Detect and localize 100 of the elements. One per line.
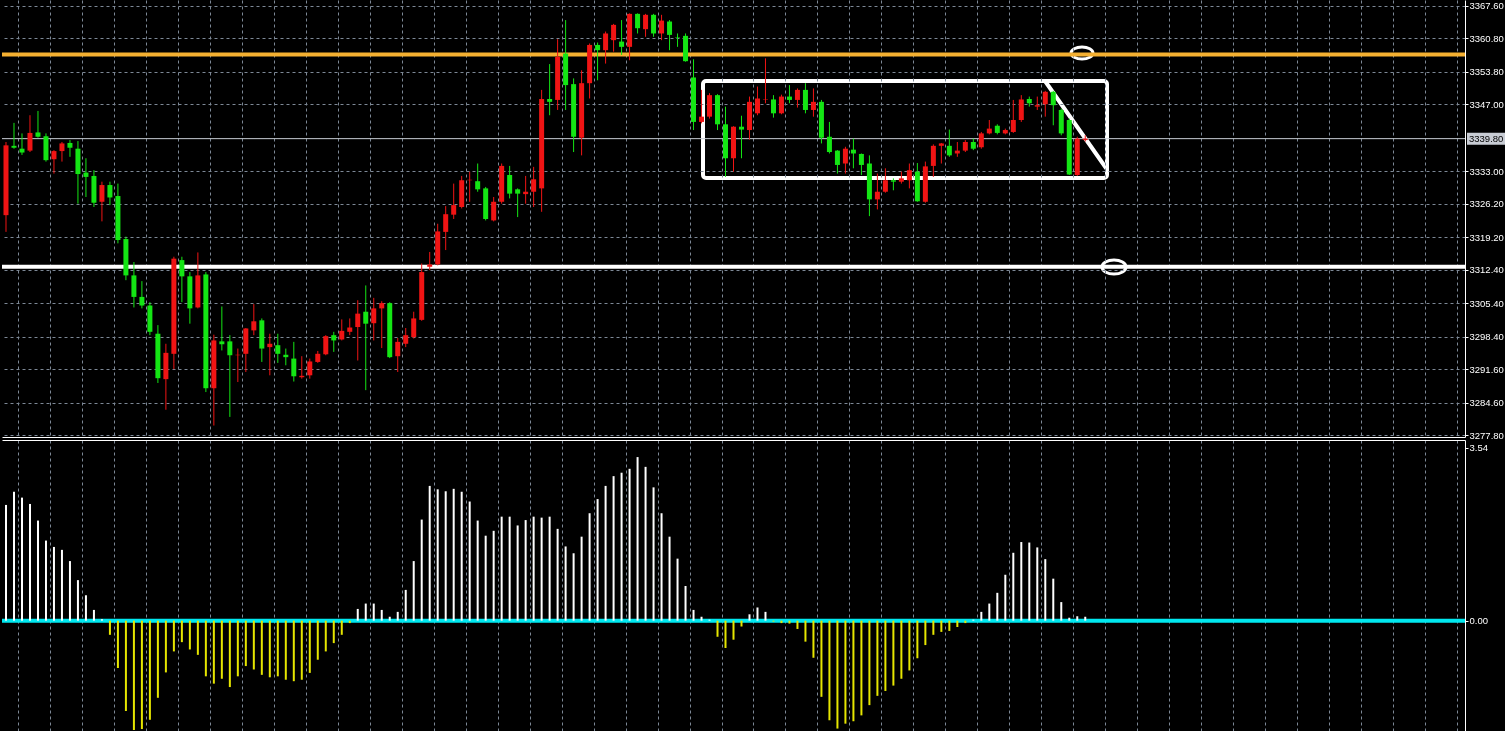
bar <box>244 620 247 667</box>
y-tick-label: 0.00 <box>1469 615 1488 627</box>
bar <box>292 620 295 682</box>
bar <box>740 620 743 627</box>
bar <box>300 620 303 680</box>
bar <box>844 620 847 724</box>
bar <box>68 561 71 621</box>
y-tick-label: 3305.40 <box>1469 297 1504 309</box>
candlestick <box>331 331 337 353</box>
candlestick <box>547 63 553 116</box>
bar <box>132 620 135 731</box>
bar <box>580 536 583 621</box>
bar <box>380 609 383 621</box>
bar <box>468 501 471 621</box>
candlestick <box>371 297 377 341</box>
y-tick-label: 3291.60 <box>1469 363 1504 375</box>
bar <box>748 614 751 621</box>
bar <box>1028 542 1031 621</box>
bar <box>804 620 807 642</box>
y-tick-label: 3.54 <box>1469 442 1488 454</box>
bar <box>620 472 623 621</box>
bar <box>532 516 535 621</box>
candlestick <box>874 173 880 210</box>
candlestick <box>363 284 369 391</box>
bar <box>596 499 599 621</box>
bar <box>388 616 391 621</box>
bar <box>316 620 319 660</box>
candlestick <box>619 19 625 56</box>
bar <box>1004 574 1007 621</box>
bar <box>220 620 223 679</box>
bar <box>700 616 703 621</box>
bar <box>28 503 31 621</box>
bar <box>836 620 839 729</box>
candlestick <box>99 181 105 222</box>
candlestick <box>491 196 497 222</box>
candlestick <box>27 114 33 153</box>
bar <box>180 620 183 643</box>
candlestick <box>770 94 776 119</box>
bar <box>660 513 663 621</box>
bar <box>1060 602 1063 621</box>
candlestick <box>794 87 800 109</box>
y-tick-label: 3333.00 <box>1469 165 1504 177</box>
candlestick <box>754 86 760 116</box>
bar <box>924 620 927 646</box>
candlestick <box>507 165 513 199</box>
bar <box>820 620 823 697</box>
bar <box>956 620 959 627</box>
bar <box>124 620 127 711</box>
bar <box>1044 559 1047 621</box>
bar <box>860 620 863 716</box>
candlestick <box>810 87 816 118</box>
candlestick <box>131 261 137 308</box>
bar <box>5 504 7 621</box>
bar <box>484 535 487 621</box>
bar <box>980 611 983 621</box>
y-tick-label: 3353.80 <box>1469 66 1504 78</box>
bar <box>404 589 407 621</box>
bar <box>916 620 919 659</box>
bar <box>364 603 367 621</box>
candlestick <box>858 152 864 176</box>
candlestick <box>1050 90 1056 126</box>
bar <box>548 516 551 621</box>
bar <box>116 620 119 669</box>
bar <box>572 553 575 621</box>
candlestick <box>515 187 521 218</box>
bar <box>788 620 791 624</box>
candlestick <box>291 341 297 383</box>
bar <box>284 620 287 680</box>
candlestick <box>699 89 705 124</box>
bar <box>108 620 111 635</box>
y-tick-label: 3367.60 <box>1469 0 1504 12</box>
bar <box>892 620 895 686</box>
bar <box>1052 578 1055 621</box>
candlestick <box>667 19 673 51</box>
candlestick <box>930 143 936 178</box>
bar <box>188 620 191 650</box>
bar <box>332 620 335 644</box>
bar <box>20 497 23 621</box>
bar <box>1076 616 1079 621</box>
candlestick <box>451 183 457 220</box>
bar <box>420 519 423 621</box>
bar <box>428 485 431 621</box>
bar <box>644 466 647 621</box>
bar <box>156 620 159 698</box>
candlestick <box>83 157 89 198</box>
bar <box>44 540 47 621</box>
bar <box>564 546 567 621</box>
candlestick <box>906 163 912 189</box>
candlestick <box>643 13 649 38</box>
bar <box>60 549 63 621</box>
bar <box>612 476 615 621</box>
bar <box>636 457 639 621</box>
candlestick <box>379 300 385 349</box>
candlestick <box>475 163 481 193</box>
ref-line-label: 3339.80 <box>1469 132 1504 144</box>
candlestick <box>179 256 185 303</box>
candlestick <box>59 141 65 163</box>
candlestick <box>531 166 537 208</box>
candlestick <box>635 12 641 34</box>
bar <box>324 620 327 652</box>
